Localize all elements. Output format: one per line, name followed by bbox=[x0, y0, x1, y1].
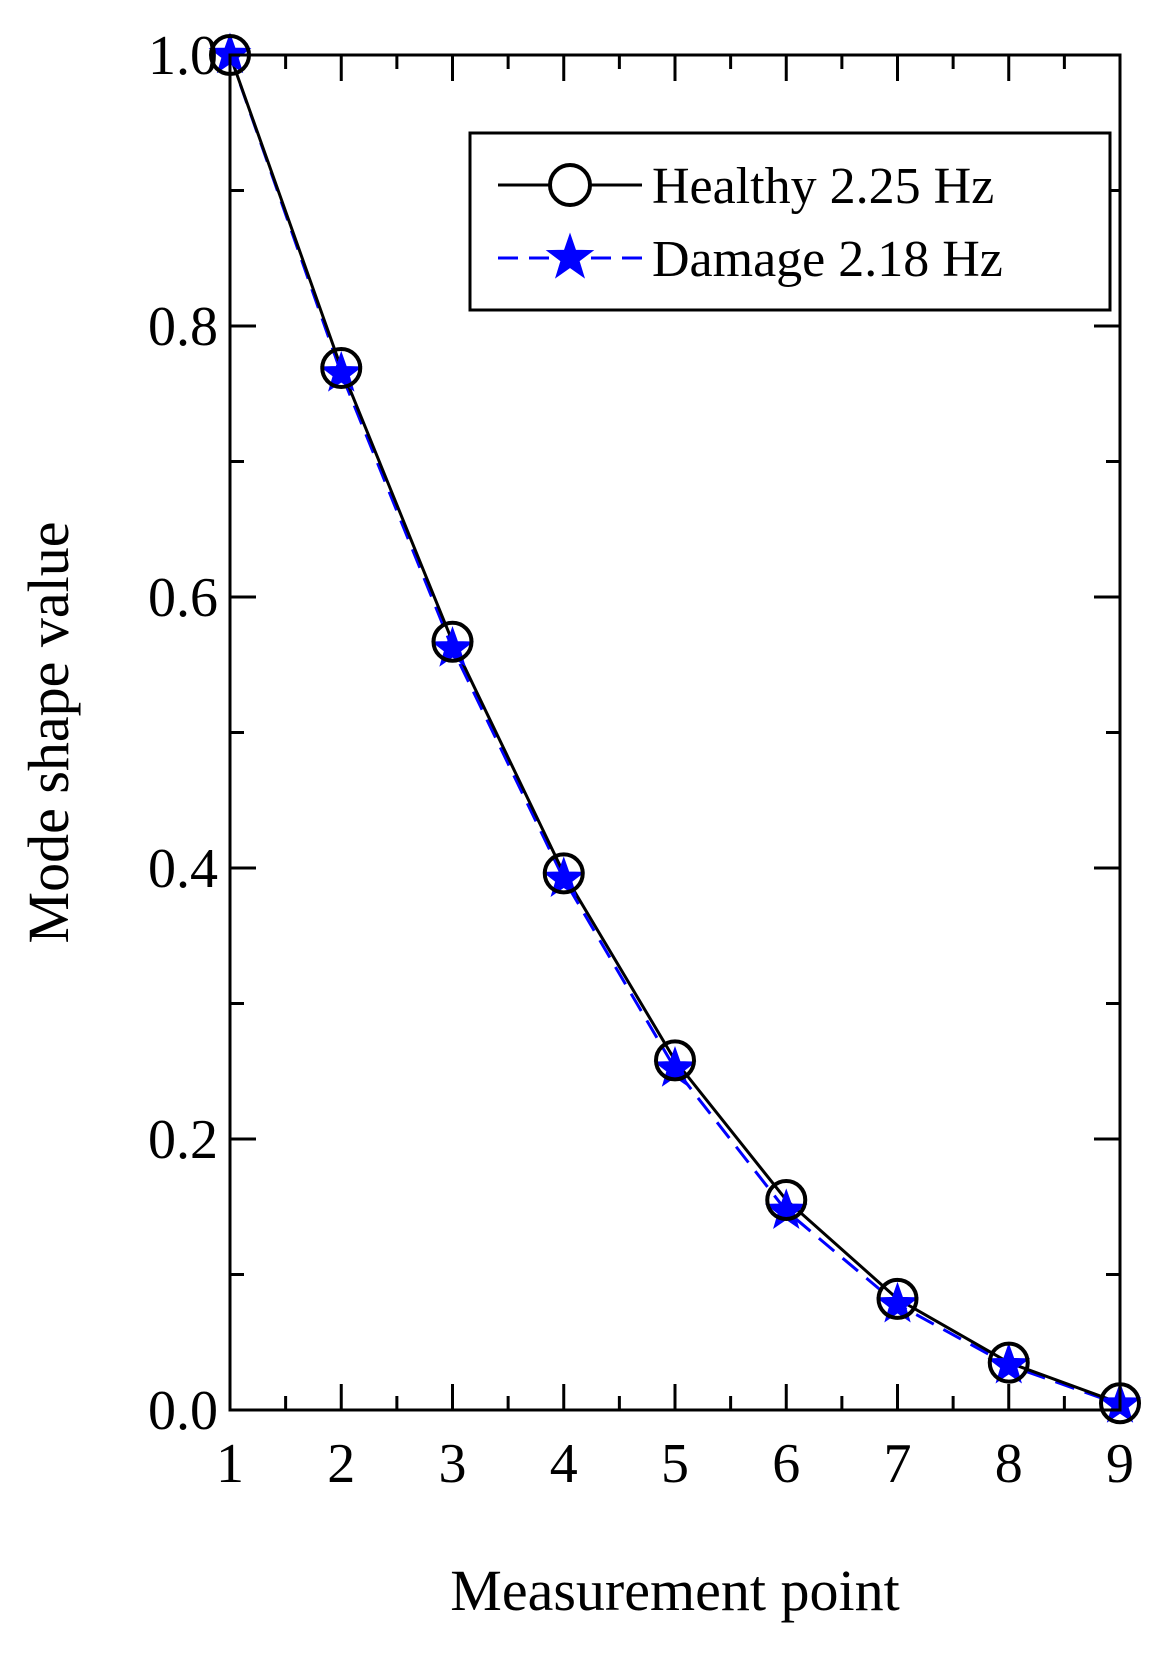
y-axis-label: Mode shape value bbox=[16, 522, 81, 944]
damage-series-line bbox=[228, 54, 1121, 1406]
damage-point bbox=[653, 1046, 697, 1087]
healthy-point bbox=[654, 1039, 696, 1082]
x-tick-label: 8 bbox=[995, 1433, 1023, 1495]
legend-healthy-label: Healthy 2.25 Hz bbox=[652, 158, 994, 215]
x-tick-label: 1 bbox=[216, 1433, 244, 1495]
healthy-point bbox=[987, 1341, 1030, 1384]
healthy-point bbox=[876, 1277, 919, 1320]
damage-point bbox=[319, 350, 363, 392]
x-tick-label: 7 bbox=[884, 1433, 912, 1495]
x-tick-label: 6 bbox=[772, 1433, 800, 1495]
damage-point bbox=[542, 856, 586, 898]
axis-ticks bbox=[228, 53, 1122, 1412]
y-tick-label: 1.0 bbox=[148, 25, 218, 87]
y-tick-label: 0.2 bbox=[148, 1109, 218, 1171]
y-tick-label: 0.4 bbox=[148, 838, 218, 900]
x-tick-label: 9 bbox=[1106, 1433, 1134, 1495]
healthy-point bbox=[542, 852, 585, 895]
damage-point bbox=[876, 1281, 919, 1323]
x-tick-label: 5 bbox=[661, 1433, 689, 1495]
x-tick-label: 2 bbox=[327, 1433, 355, 1495]
tick-labels: 1 2 3 4 5 6 7 8 9 0.0 0.2 0.4 0.6 0.8 1.0 bbox=[148, 25, 1134, 1495]
legend-damage-label: Damage 2.18 Hz bbox=[652, 231, 1003, 288]
x-tick-label: 3 bbox=[439, 1433, 467, 1495]
damage-point bbox=[987, 1342, 1031, 1384]
y-tick-label: 0.8 bbox=[148, 296, 218, 358]
healthy-point bbox=[320, 347, 363, 390]
healthy-point bbox=[431, 620, 474, 663]
legend: Healthy 2.25 Hz Damage 2.18 Hz bbox=[468, 131, 1112, 312]
legend-box bbox=[468, 131, 1112, 312]
legend-healthy-marker bbox=[548, 163, 592, 207]
x-tick-label: 4 bbox=[550, 1433, 578, 1495]
damage-point bbox=[431, 625, 474, 667]
x-axis-label: Measurement point bbox=[450, 1558, 899, 1623]
y-tick-label: 0.6 bbox=[148, 567, 218, 629]
legend-damage-marker bbox=[545, 232, 595, 279]
healthy-point bbox=[765, 1178, 808, 1221]
y-tick-label: 0.0 bbox=[148, 1380, 218, 1442]
